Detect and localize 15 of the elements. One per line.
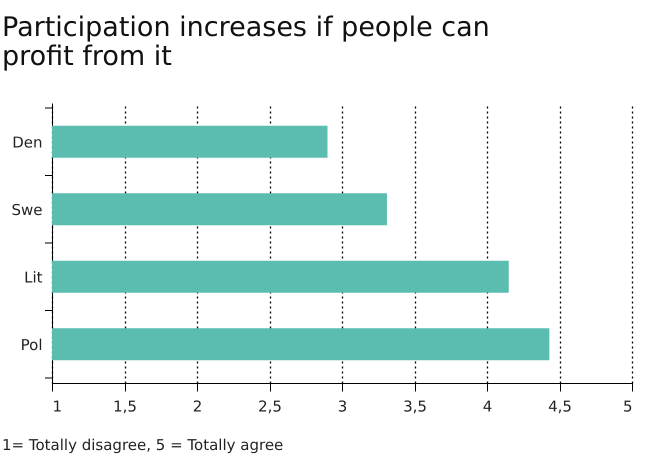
x-tick-label: 3,5: [403, 398, 427, 416]
x-tick-label: 1: [52, 398, 62, 416]
x-tick-label: 3: [338, 398, 348, 416]
y-tick-label: Lit: [24, 268, 43, 286]
x-tick-label: 2: [192, 398, 202, 416]
x-tick-label: 2,5: [258, 398, 282, 416]
x-tick-label: 4,5: [548, 398, 572, 416]
x-tick-label: 4: [482, 398, 492, 416]
y-tick-label: Den: [12, 133, 42, 152]
y-tick-label: Swe: [11, 200, 42, 219]
x-tick-label: 1,5: [113, 398, 137, 416]
chart-title: Participation increases if people can profit from it: [2, 12, 490, 72]
x-tick-label: 5: [622, 398, 632, 416]
text: 1= Totally disagree, 5 = Totally agree: [2, 436, 284, 454]
y-tick-label: Pol: [20, 336, 42, 354]
